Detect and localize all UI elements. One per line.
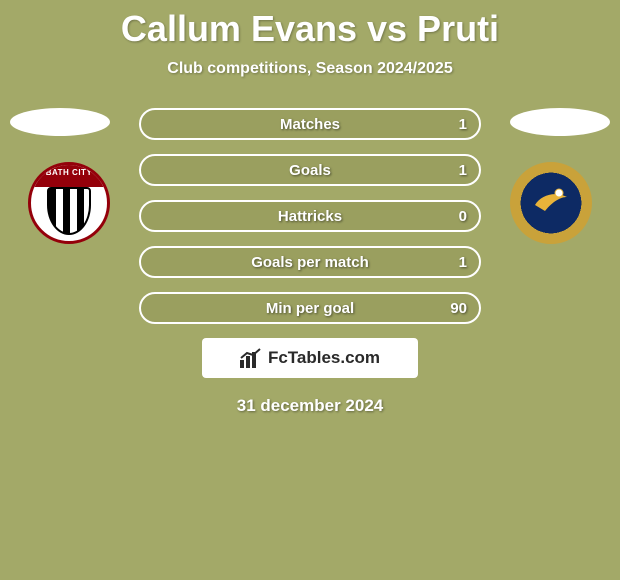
page-title: Callum Evans vs Pruti bbox=[0, 0, 620, 50]
stats-list: Matches 1 Goals 1 Hattricks 0 Goals per … bbox=[139, 108, 481, 324]
club-badge-left: BATH CITY bbox=[28, 162, 110, 244]
stat-right-value: 90 bbox=[450, 300, 467, 317]
stat-right-value: 1 bbox=[459, 254, 467, 271]
brand-text: FcTables.com bbox=[268, 348, 380, 368]
brand-box: FcTables.com bbox=[202, 338, 418, 378]
player-photo-left bbox=[10, 108, 110, 136]
club-badge-left-text: BATH CITY bbox=[31, 168, 107, 177]
brand-chart-icon bbox=[240, 348, 262, 368]
stat-row: Matches 1 bbox=[139, 108, 481, 140]
date-text: 31 december 2024 bbox=[0, 396, 620, 416]
stat-row: Goals per match 1 bbox=[139, 246, 481, 278]
player-photo-right bbox=[510, 108, 610, 136]
stat-right-value: 0 bbox=[459, 208, 467, 225]
comparison-area: BATH CITY Matches 1 Goals 1 Hattricks 0 … bbox=[0, 108, 620, 416]
club-badge-right bbox=[510, 162, 592, 244]
club-badge-left-shield bbox=[47, 187, 91, 235]
stat-label: Goals bbox=[141, 162, 479, 179]
subtitle: Club competitions, Season 2024/2025 bbox=[0, 60, 620, 78]
stat-row: Min per goal 90 bbox=[139, 292, 481, 324]
stat-right-value: 1 bbox=[459, 162, 467, 179]
stat-label: Goals per match bbox=[141, 254, 479, 271]
stat-row: Hattricks 0 bbox=[139, 200, 481, 232]
stat-right-value: 1 bbox=[459, 116, 467, 133]
stat-label: Matches bbox=[141, 116, 479, 133]
stat-row: Goals 1 bbox=[139, 154, 481, 186]
club-badge-right-icon bbox=[531, 183, 571, 223]
stat-label: Hattricks bbox=[141, 208, 479, 225]
stat-label: Min per goal bbox=[141, 300, 479, 317]
